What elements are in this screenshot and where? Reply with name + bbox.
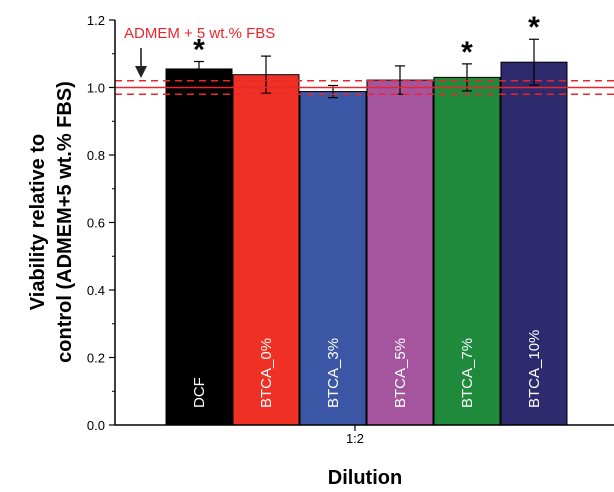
x-category-label: 1:2 <box>346 431 364 446</box>
y-tick-label: 0.2 <box>87 351 105 366</box>
y-tick-label: 0.0 <box>87 418 105 433</box>
y-tick-label: 0.4 <box>87 283 105 298</box>
bar-label: BTCA_5% <box>392 338 409 408</box>
bar <box>299 91 367 426</box>
x-axis-title: Dilution <box>328 467 402 489</box>
bar <box>232 74 300 426</box>
bar-label: BTCA_3% <box>325 338 342 408</box>
y-tick-label: 0.8 <box>87 148 105 163</box>
bar <box>366 79 434 426</box>
bar-label: BTCA_10% <box>526 330 543 408</box>
bar-label: DCF <box>191 377 208 408</box>
y-ticks: 0.0 0.2 0.4 0.6 0.8 1.0 1.2 <box>87 13 115 433</box>
y-tick-label: 0.6 <box>87 216 105 231</box>
reference-label: ADMEM + 5 wt.% FBS <box>124 25 275 42</box>
y-axis-title: Viability relative to control (ADMEM+5 w… <box>27 81 76 363</box>
significance-star: * <box>461 36 473 69</box>
y-axis-title-line2: control (ADMEM+5 wt.% FBS) <box>54 81 76 363</box>
bar <box>165 68 233 426</box>
y-tick-label: 1.2 <box>87 13 105 28</box>
bar-label: BTCA_7% <box>459 338 476 408</box>
bar-label: BTCA_0% <box>258 338 275 408</box>
bars-layer: DCF * BTCA_0% BTCA_3% BTCA_5% BTCA_7% * BTCA_10… <box>165 11 568 426</box>
significance-star: * <box>193 34 205 67</box>
significance-star: * <box>528 11 540 44</box>
reference-arrow <box>135 48 147 78</box>
y-axis-title-line1: Viability relative to <box>27 134 49 310</box>
y-tick-label: 1.0 <box>87 81 105 96</box>
reference-lines <box>115 79 614 96</box>
